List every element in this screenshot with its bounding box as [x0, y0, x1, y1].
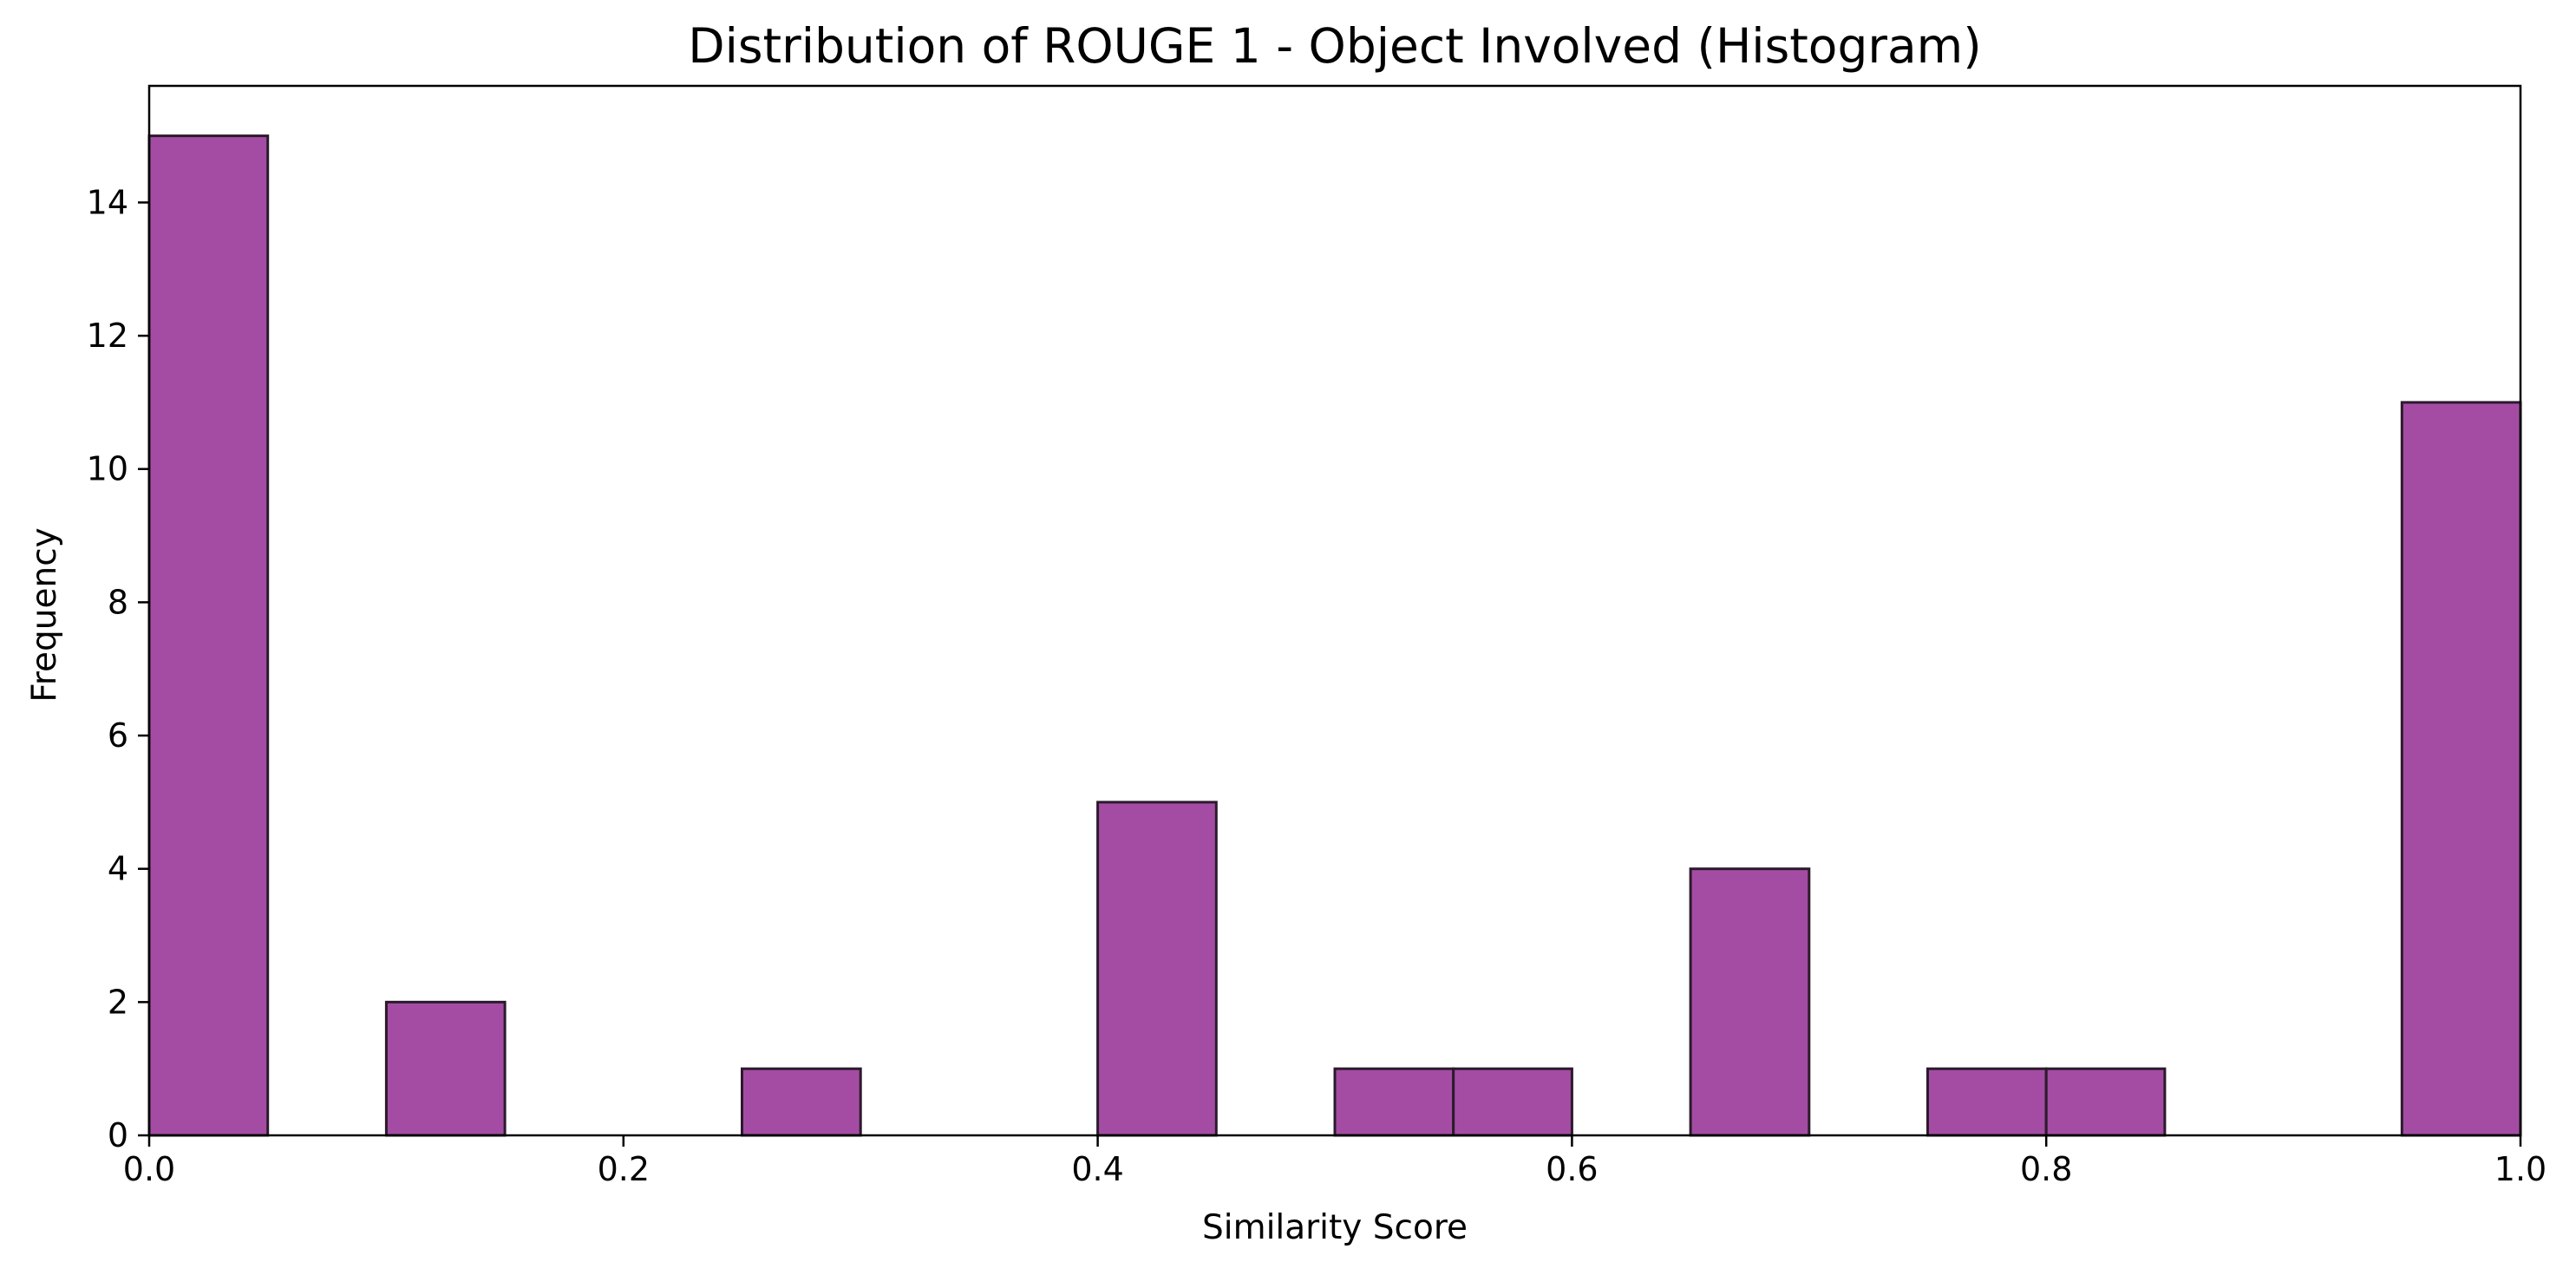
- y-tick-label: 2: [108, 983, 128, 1021]
- histogram-bar: [1333, 1067, 1455, 1137]
- x-tick-label: 0.4: [1071, 1150, 1123, 1188]
- histogram-bar: [2044, 1067, 2167, 1137]
- histogram-bar: [1096, 801, 1218, 1137]
- histogram-bar: [1452, 1067, 1573, 1137]
- x-tick-label: 0.6: [1546, 1150, 1598, 1188]
- axes-frame: [147, 84, 2522, 1137]
- x-tick-label: 0.2: [598, 1150, 650, 1188]
- y-tick-label: 6: [108, 716, 128, 755]
- x-tick-label: 0.8: [2020, 1150, 2072, 1188]
- y-tick-label: 8: [108, 583, 128, 621]
- histogram-bar: [147, 134, 270, 1137]
- histogram-bar: [1689, 867, 1811, 1137]
- x-tick-label: 0.0: [123, 1150, 175, 1188]
- y-tick-label: 14: [87, 183, 128, 221]
- histogram-bar: [1926, 1067, 2048, 1137]
- histogram-bar: [741, 1067, 862, 1137]
- histogram-bar: [2400, 401, 2522, 1137]
- x-axis-title: Similarity Score: [1202, 1208, 1468, 1247]
- y-tick-label: 0: [108, 1116, 128, 1154]
- x-tick-label: 1.0: [2494, 1150, 2547, 1188]
- y-tick-label: 12: [87, 317, 128, 355]
- y-tick-label: 10: [87, 450, 128, 488]
- y-tick-label: 4: [108, 850, 128, 888]
- histogram-bar: [384, 1000, 507, 1137]
- y-axis-title: Frequency: [25, 527, 64, 702]
- plot-area: 0.0 0.2 0.4 0.6 0.8 1.0 0 2 4 6 8 10 12 14: [87, 84, 2547, 1188]
- chart-title: Distribution of ROUGE 1 - Object Involve…: [688, 18, 1981, 74]
